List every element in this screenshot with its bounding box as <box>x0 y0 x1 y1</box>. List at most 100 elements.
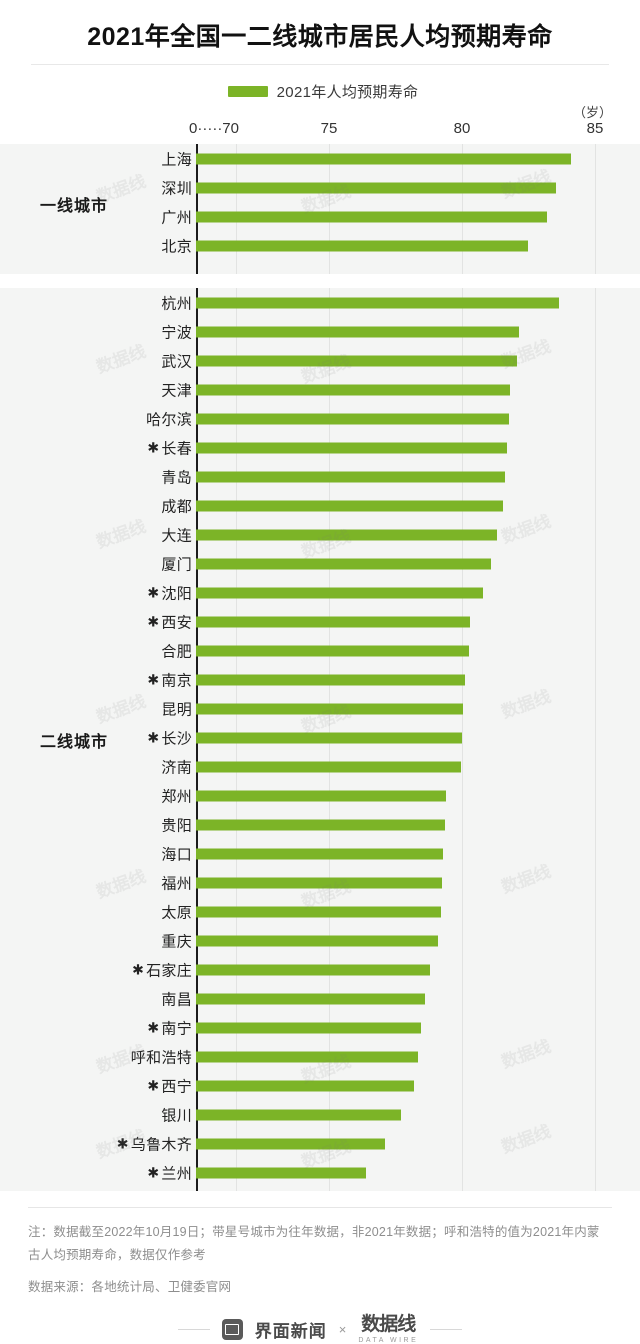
axis-tick-85: 85 <box>586 120 604 137</box>
city-label: 呼和浩特 <box>131 1046 192 1067</box>
value-bar <box>196 471 505 482</box>
table-row[interactable]: ✱ 沈阳 <box>0 578 640 607</box>
value-bar <box>196 848 444 859</box>
city-label: 重庆 <box>161 930 192 951</box>
table-row[interactable]: 重庆 <box>0 926 640 955</box>
city-name: 青岛 <box>161 469 192 486</box>
table-row[interactable]: 大连 <box>0 520 640 549</box>
city-name: 深圳 <box>161 180 192 197</box>
city-name: 哈尔滨 <box>146 411 192 428</box>
city-name: 武汉 <box>161 353 192 370</box>
table-row[interactable]: ✱ 乌鲁木齐 <box>0 1129 640 1158</box>
table-row[interactable]: 郑州 <box>0 781 640 810</box>
city-label: 合肥 <box>161 640 192 661</box>
table-row[interactable]: 杭州 <box>0 288 640 317</box>
value-bar <box>196 790 447 801</box>
table-row[interactable]: ✱ 南京 <box>0 665 640 694</box>
table-row[interactable]: 呼和浩特 <box>0 1042 640 1071</box>
table-row[interactable]: 天津 <box>0 375 640 404</box>
unit-row: （岁） <box>0 102 640 120</box>
city-name: 上海 <box>161 151 192 168</box>
table-row[interactable]: ✱ 西宁 <box>0 1071 640 1100</box>
brand-footer: 界面新闻 × 数据线 DATA WIRE <box>0 1315 640 1344</box>
x-axis-ticks: 0·····70 75 80 85 <box>0 120 640 142</box>
value-bar <box>196 1109 401 1120</box>
page-title: 2021年全国一二线城市居民人均预期寿命 <box>87 23 553 51</box>
table-row[interactable]: 昆明 <box>0 694 640 723</box>
table-row[interactable]: 合肥 <box>0 636 640 665</box>
city-name: 厦门 <box>161 556 192 573</box>
city-label: 杭州 <box>161 292 192 313</box>
value-bar <box>196 442 508 453</box>
table-row[interactable]: 贵阳 <box>0 810 640 839</box>
table-row[interactable]: 武汉 <box>0 346 640 375</box>
note-line-1: 注：数据截至2022年10月19日；带星号城市为往年数据，非2021年数据；呼和… <box>28 1225 600 1263</box>
city-label: ✱ 沈阳 <box>147 582 192 603</box>
city-name: 天津 <box>161 382 192 399</box>
jiemian-logo-inner <box>225 1324 240 1336</box>
city-name: 长春 <box>161 440 192 457</box>
value-bar <box>196 906 441 917</box>
value-bar <box>196 616 470 627</box>
value-bar <box>196 645 469 656</box>
table-row[interactable]: 海口 <box>0 839 640 868</box>
table-row[interactable]: ✱ 南宁 <box>0 1013 640 1042</box>
value-bar <box>196 1080 415 1091</box>
table-row[interactable]: 深圳 <box>0 173 640 202</box>
city-label: 昆明 <box>161 698 192 719</box>
table-row[interactable]: ✱ 西安 <box>0 607 640 636</box>
table-row[interactable]: 北京 <box>0 231 640 260</box>
table-row[interactable]: ✱ 长春 <box>0 433 640 462</box>
city-name: 沈阳 <box>161 585 192 602</box>
city-name: 成都 <box>161 498 192 515</box>
footer-notes: 注：数据截至2022年10月19日；带星号城市为往年数据，非2021年数据；呼和… <box>28 1207 612 1299</box>
city-label: 宁波 <box>161 321 192 342</box>
table-row[interactable]: 哈尔滨 <box>0 404 640 433</box>
star-icon: ✱ <box>147 729 160 745</box>
table-row[interactable]: ✱ 兰州 <box>0 1158 640 1187</box>
value-bar <box>196 993 425 1004</box>
star-icon: ✱ <box>147 439 160 455</box>
city-name: 大连 <box>161 527 192 544</box>
table-row[interactable]: 太原 <box>0 897 640 926</box>
table-row[interactable]: 南昌 <box>0 984 640 1013</box>
title-divider <box>31 64 609 65</box>
city-group-tier1: 上海 深圳 广州 北京 一线城市 <box>0 144 640 274</box>
city-name: 昆明 <box>161 701 192 718</box>
value-bar <box>196 732 462 743</box>
star-icon: ✱ <box>132 961 145 977</box>
table-row[interactable]: 青岛 <box>0 462 640 491</box>
table-row[interactable]: 银川 <box>0 1100 640 1129</box>
table-row[interactable]: 成都 <box>0 491 640 520</box>
star-icon: ✱ <box>147 1077 160 1093</box>
table-row[interactable]: 厦门 <box>0 549 640 578</box>
city-label: 贵阳 <box>161 814 192 835</box>
partner-brand-cn: 数据线 <box>361 1313 416 1336</box>
city-label: 成都 <box>161 495 192 516</box>
value-bar <box>196 384 511 395</box>
table-row[interactable]: 福州 <box>0 868 640 897</box>
star-icon: ✱ <box>147 584 160 600</box>
title-section: 2021年全国一二线城市居民人均预期寿命 <box>0 0 640 65</box>
city-name: 太原 <box>161 904 192 921</box>
table-row[interactable]: ✱ 石家庄 <box>0 955 640 984</box>
table-row[interactable]: 上海 <box>0 144 640 173</box>
city-name: 北京 <box>161 238 192 255</box>
value-bar <box>196 964 431 975</box>
jiemian-logo-icon <box>221 1319 243 1341</box>
table-row[interactable]: 宁波 <box>0 317 640 346</box>
city-name: 乌鲁木齐 <box>130 1136 192 1153</box>
value-bar <box>196 674 465 685</box>
table-row[interactable]: ✱ 长沙 <box>0 723 640 752</box>
table-row[interactable]: 济南 <box>0 752 640 781</box>
value-bar <box>196 240 528 251</box>
star-icon: ✱ <box>147 1019 160 1035</box>
table-row[interactable]: 广州 <box>0 202 640 231</box>
value-bar <box>196 877 443 888</box>
city-label: 北京 <box>161 235 192 256</box>
value-bar <box>196 500 504 511</box>
city-label: ✱ 乌鲁木齐 <box>117 1133 192 1154</box>
axis-tick-75: 75 <box>320 120 338 137</box>
value-bar <box>196 297 559 308</box>
city-label: 福州 <box>161 872 192 893</box>
